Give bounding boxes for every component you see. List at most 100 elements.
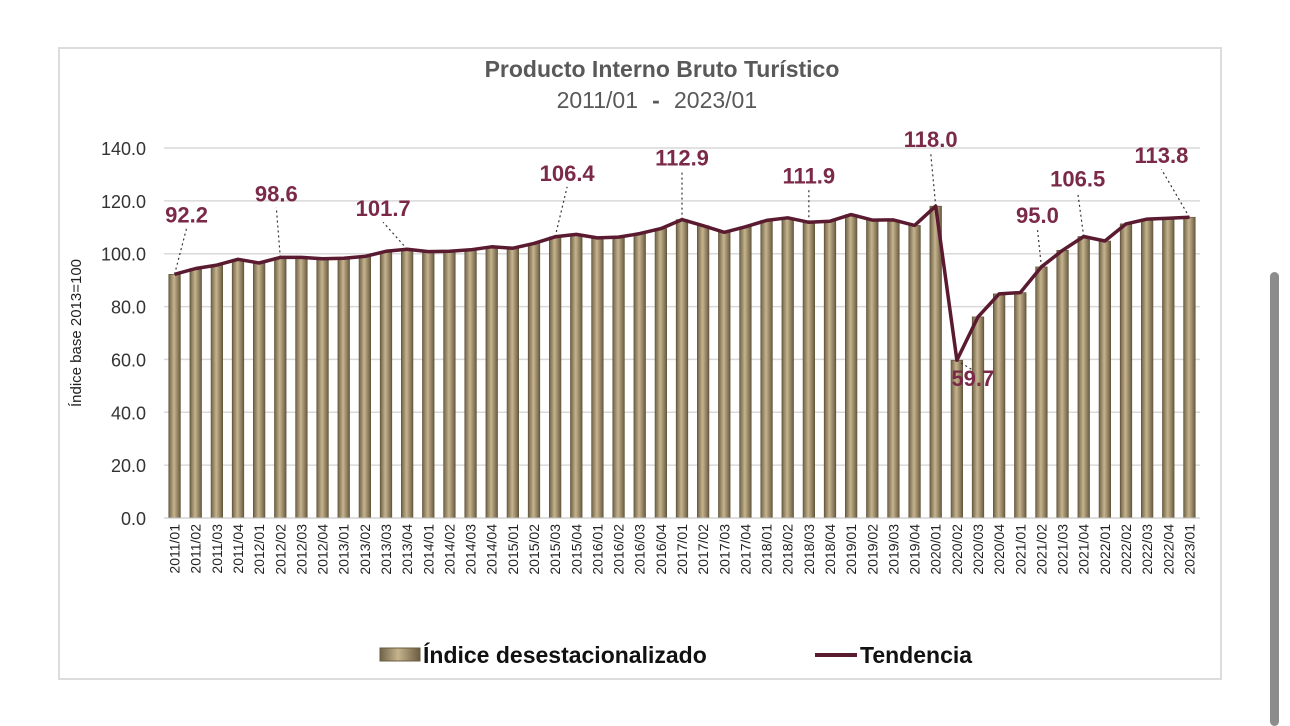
callout-label: 111.9 — [783, 163, 836, 188]
x-tick-label: 2022/01 — [1097, 524, 1113, 575]
bar — [612, 236, 625, 519]
bar — [971, 316, 985, 519]
x-tick-label: 2019/02 — [864, 524, 880, 575]
callout-labels: 92.2 98.6 101.7 106.4 112.9 111.9 118.0 59.7 95.… — [165, 127, 1188, 391]
x-tick-label: 2020/01 — [928, 524, 944, 575]
bar — [485, 246, 498, 519]
callout-label: 98.6 — [255, 181, 298, 206]
callout-leader — [1036, 228, 1043, 267]
legend-bar-swatch — [379, 647, 421, 662]
callout-label: 59.7 — [951, 366, 994, 391]
legend-bar-label: Índice desestacionalizado — [423, 641, 707, 668]
x-tick-label: 2013/04 — [399, 524, 415, 575]
bar — [718, 232, 731, 519]
x-axis-ticks: 2011/01 2011/02 2011/03 2011/04 2012/01 2012/… — [167, 524, 1198, 575]
x-tick-label: 2012/02 — [272, 524, 288, 575]
bar — [654, 228, 667, 519]
x-tick-label: 2020/02 — [949, 524, 965, 575]
bar — [633, 233, 646, 519]
vertical-scrollbar[interactable] — [1270, 272, 1279, 726]
callout-label: 95.0 — [1016, 203, 1059, 228]
bar — [802, 221, 815, 519]
x-tick-label: 2018/02 — [780, 524, 796, 575]
x-tick-label: 2019/01 — [843, 524, 859, 575]
callout-leader — [554, 186, 568, 237]
x-tick-label: 2017/04 — [737, 524, 753, 575]
bar — [570, 234, 583, 519]
callout-label: 118.0 — [904, 127, 958, 152]
x-tick-label: 2013/02 — [357, 524, 373, 575]
x-tick-label: 2012/03 — [293, 524, 309, 575]
bar — [760, 220, 773, 519]
subtitle-start: 2011/01 — [557, 87, 638, 113]
y-tick-label: 120.0 — [101, 192, 146, 212]
bar — [675, 219, 689, 519]
y-tick-label: 80.0 — [111, 298, 146, 318]
x-tick-label: 2021/03 — [1055, 524, 1071, 575]
bar — [591, 237, 604, 519]
bar — [887, 219, 900, 519]
x-tick-label: 2011/04 — [230, 524, 246, 574]
x-tick-label: 2020/03 — [970, 524, 986, 575]
x-tick-label: 2012/04 — [315, 524, 331, 575]
y-tick-label: 140.0 — [101, 139, 146, 159]
callout-leader — [956, 359, 974, 371]
x-tick-label: 2014/02 — [441, 524, 457, 575]
bar — [189, 268, 202, 519]
x-tick-label: 2015/03 — [547, 524, 563, 575]
bar — [845, 214, 858, 519]
chart-subtitle: 2011/01 - 2023/01 — [557, 87, 758, 113]
trend-line-path — [174, 204, 1190, 362]
bar — [1014, 292, 1027, 519]
y-tick-label: 40.0 — [111, 403, 146, 423]
callout-leader — [1160, 168, 1190, 218]
x-tick-label: 2011/02 — [188, 524, 204, 574]
bar — [379, 251, 393, 519]
bar — [506, 247, 519, 519]
callout-leaders — [173, 153, 1190, 371]
bar — [316, 258, 329, 519]
x-tick-label: 2020/04 — [991, 524, 1007, 575]
bar — [253, 262, 266, 519]
x-tick-label: 2013/01 — [336, 524, 352, 575]
bar — [549, 236, 562, 519]
y-tick-label: 100.0 — [101, 245, 146, 265]
bar — [464, 249, 477, 519]
legend-line-label: Tendencia — [860, 642, 972, 668]
x-tick-label: 2016/02 — [611, 524, 627, 575]
callout-leader — [173, 228, 188, 275]
callout-leader — [275, 207, 281, 258]
x-tick-label: 2014/04 — [484, 524, 500, 575]
bar — [422, 251, 435, 519]
x-tick-label: 2021/04 — [1076, 524, 1092, 575]
bar — [1141, 218, 1154, 519]
x-tick-label: 2019/03 — [885, 524, 901, 575]
x-tick-label: 2017/01 — [674, 524, 690, 575]
subtitle-separator: - — [652, 87, 660, 113]
bar — [1035, 266, 1048, 519]
chart-title: Producto Interno Bruto Turístico — [485, 56, 840, 82]
bar — [908, 225, 921, 519]
callout-label: 106.5 — [1050, 167, 1105, 192]
y-tick-label: 0.0 — [121, 509, 146, 529]
bar — [210, 264, 223, 519]
x-tick-label: 2014/01 — [420, 524, 436, 575]
y-axis-label: Índice base 2013=100 — [68, 259, 85, 407]
y-tick-label: 20.0 — [111, 456, 146, 476]
x-tick-label: 2011/01 — [167, 524, 183, 574]
x-tick-label: 2016/04 — [653, 524, 669, 575]
bar — [739, 226, 752, 519]
x-tick-label: 2015/02 — [526, 524, 542, 575]
callout-label: 112.9 — [655, 146, 709, 171]
y-axis-ticks: 0.0 20.0 40.0 60.0 80.0 100.0 120.0 140.0 — [101, 139, 146, 529]
bar — [1119, 223, 1133, 519]
x-tick-label: 2016/01 — [589, 524, 605, 575]
bar — [1162, 218, 1175, 519]
callout-leader — [1077, 192, 1085, 237]
legend: Índice desestacionalizado Tendencia — [379, 641, 972, 668]
bars — [168, 205, 1196, 519]
subtitle-end: 2023/01 — [674, 87, 757, 113]
callout-label: 113.8 — [1135, 143, 1189, 168]
callout-label: 106.4 — [540, 161, 596, 186]
